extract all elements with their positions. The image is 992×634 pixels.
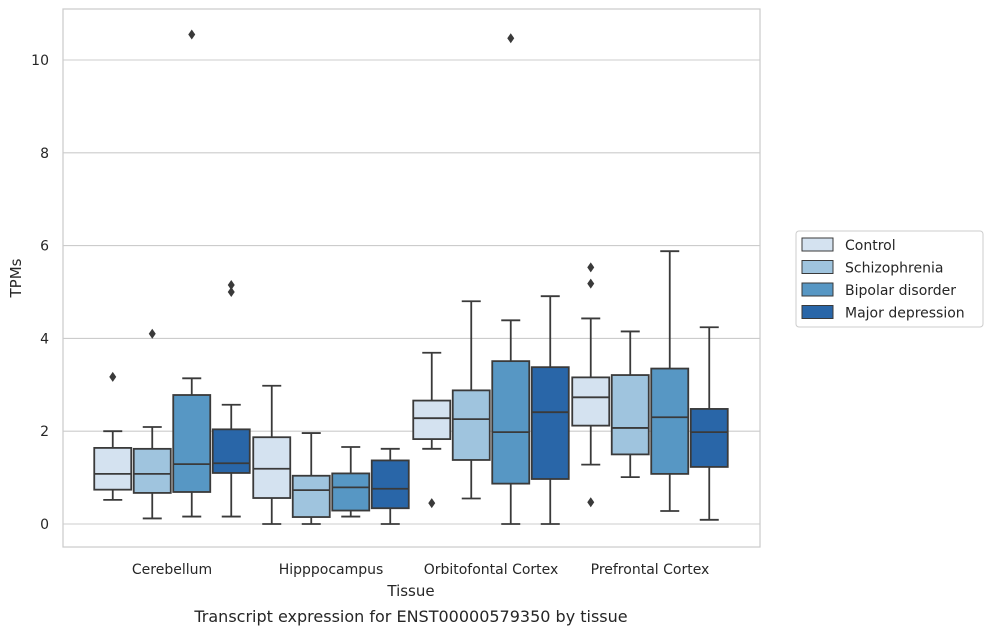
y-axis-label: TPMs — [7, 258, 25, 298]
x-tick-label: Cerebellum — [132, 562, 212, 578]
x-tick-label: Orbitofontal Cortex — [424, 562, 559, 578]
box-body — [211, 428, 251, 474]
legend-label: Bipolar disorder — [845, 283, 956, 299]
box — [211, 280, 251, 518]
x-axis-label: Tissue — [386, 582, 434, 600]
outlier-point — [227, 287, 235, 297]
box-groups — [93, 29, 729, 525]
outlier-point — [148, 328, 156, 339]
box — [132, 328, 172, 520]
box — [412, 351, 452, 509]
x-tick-label: Hipppocampus — [279, 562, 384, 578]
box — [93, 371, 133, 501]
y-tick-label: 8 — [40, 146, 49, 162]
box-body — [451, 389, 491, 461]
series-schizophrenia — [132, 300, 650, 525]
box-body — [530, 366, 570, 480]
box-body — [331, 472, 371, 512]
box — [491, 33, 531, 525]
box-body — [370, 459, 410, 510]
box-body — [172, 394, 212, 493]
legend-label: Schizophrenia — [845, 261, 943, 277]
box — [331, 446, 371, 518]
plot-frame — [62, 8, 761, 548]
series-bipolar-disorder — [172, 29, 690, 525]
box-body — [689, 408, 729, 468]
box-body — [132, 447, 172, 494]
legend-label: Major depression — [845, 306, 965, 322]
box — [571, 262, 611, 508]
box-body — [571, 376, 611, 427]
box-body — [412, 399, 452, 440]
box — [252, 384, 292, 525]
box-body — [610, 374, 650, 456]
y-tick-label: 4 — [40, 331, 49, 347]
box-body — [291, 474, 331, 518]
y-tick-label: 0 — [40, 517, 49, 533]
legend-swatch — [801, 260, 834, 274]
box — [291, 432, 331, 525]
box — [172, 29, 212, 518]
legend-swatch — [801, 282, 834, 297]
x-tick-label: Prefrontal Cortex — [591, 562, 710, 578]
legend-frame — [795, 230, 984, 328]
box-body — [252, 436, 292, 499]
legend-label: Control — [845, 238, 896, 254]
box-body — [491, 360, 531, 485]
box — [370, 447, 410, 525]
series-control — [93, 262, 611, 525]
legend-swatch — [801, 237, 834, 252]
legend: Control Schizophrenia Bipolar disorder Majo… — [795, 230, 984, 328]
y-tick-label: 6 — [40, 239, 49, 255]
y-tick-label: 10 — [31, 53, 49, 69]
outlier-point — [428, 498, 436, 509]
y-tick-label: 2 — [40, 424, 49, 440]
outlier-point — [587, 262, 595, 273]
chart-caption: Transcript expression for ENST0000057935… — [193, 607, 627, 626]
legend-swatch — [801, 305, 834, 319]
box-body — [93, 447, 133, 491]
box-body — [650, 367, 690, 475]
box — [610, 330, 650, 479]
x-tick-labels: Cerebellum Hipppocampus Orbitofontal Corte… — [132, 562, 709, 578]
box — [689, 326, 729, 521]
outlier-point — [587, 497, 595, 508]
outlier-point — [109, 371, 117, 382]
outlier-point — [188, 29, 196, 40]
box — [451, 300, 491, 500]
box — [650, 250, 690, 512]
series-major-depression — [211, 280, 729, 525]
y-tick-labels: 0 2 4 6 8 10 — [31, 53, 49, 533]
outlier-point — [507, 33, 515, 44]
outlier-point — [227, 280, 235, 291]
outlier-point — [587, 278, 595, 289]
box — [530, 295, 570, 525]
